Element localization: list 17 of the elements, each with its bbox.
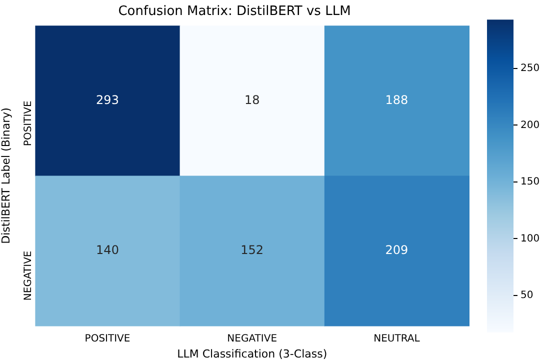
color-bar-label: 150 (520, 176, 540, 188)
data-label: 188 (385, 92, 408, 107)
x-tick-label: NEUTRAL (374, 333, 420, 344)
color-bar-label: 200 (520, 120, 540, 131)
data-label: 209 (385, 242, 408, 257)
x-tick-label: POSITIVE (84, 333, 130, 344)
color-bar-label: 250 (520, 63, 540, 74)
color-bar-label: 100 (520, 233, 540, 244)
chart-title: Confusion Matrix: DistilBERT vs LLM (118, 4, 351, 20)
x-axis-title: LLM Classification (3-Class) (177, 347, 328, 360)
data-label: 152 (240, 242, 264, 257)
data-label: 18 (244, 92, 260, 107)
data-label: 140 (96, 242, 119, 257)
x-tick-label: NEGATIVE (227, 333, 278, 344)
data-label: 293 (96, 92, 119, 107)
color-bar-label: 50 (520, 290, 534, 302)
y-axis-title: DistilBERT Label (Binary) (0, 108, 12, 244)
